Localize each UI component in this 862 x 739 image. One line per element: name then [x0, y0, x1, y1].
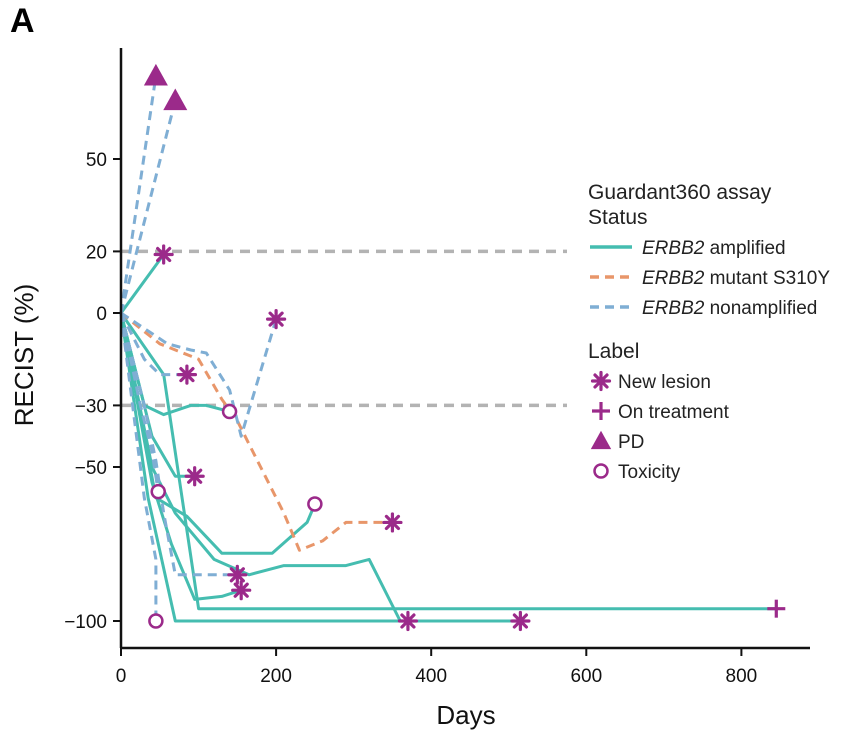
series-markers: [143, 63, 786, 632]
series-marker-5: [231, 580, 252, 601]
legend-label-1: On treatment: [618, 402, 730, 423]
series-line-12: [119, 312, 187, 377]
legend-status-title-2: Status: [588, 206, 648, 229]
legend-status-label-0: ERBB2 amplified: [642, 238, 786, 259]
x-tick-label-0: 0: [116, 666, 127, 687]
y-axis-title: RECIST (%): [9, 284, 39, 427]
legend-marker-2: [590, 430, 612, 450]
legend-status-label-1: ERBB2 mutant S310Y: [642, 268, 830, 289]
series-marker-15: [148, 613, 164, 629]
legend-status-title-1: Guardant360 assay: [588, 181, 772, 204]
series-marker-7: [767, 599, 786, 618]
series-marker-4: [397, 610, 419, 632]
legend-label-0: New lesion: [618, 372, 711, 393]
y-tick-label-5: −100: [64, 612, 107, 633]
legend-marker-1: [592, 402, 610, 420]
series-line-15: [119, 312, 158, 621]
x-tick-label-3: 600: [570, 666, 602, 687]
legend-marker-0: [590, 370, 612, 392]
series-line-7: [119, 312, 777, 611]
series-marker-8: [382, 512, 403, 533]
series-marker-1: [221, 403, 238, 420]
series-line-3: [119, 312, 317, 555]
series-marker-14: [227, 564, 248, 585]
series-line-0: [119, 253, 165, 314]
series-line-8: [120, 311, 393, 552]
x-tick-label-2: 400: [415, 666, 447, 687]
series-line-10: [119, 100, 177, 314]
y-tick-label-4: −50: [75, 458, 107, 479]
legend-status-label-2: ERBB2 nonamplified: [642, 298, 817, 319]
series-marker-12: [176, 364, 198, 385]
series-marker-9: [143, 63, 168, 86]
series-line-11: [120, 311, 278, 438]
x-axis-title: Days: [436, 700, 495, 730]
legend-marker-3: [593, 463, 609, 479]
series-marker-11: [266, 309, 287, 330]
x-tick-label-1: 200: [260, 666, 292, 687]
series-lines: [119, 75, 777, 623]
series-marker-13: [150, 483, 166, 500]
y-tick-label-3: −30: [75, 396, 107, 417]
series-line-13: [119, 312, 160, 492]
y-tick-label-1: 20: [86, 242, 107, 263]
series-line-14: [119, 312, 238, 577]
series-line-6: [119, 312, 521, 623]
series-marker-2: [184, 466, 205, 487]
series-marker-10: [163, 88, 188, 111]
y-tick-label-2: 0: [96, 304, 107, 325]
series-marker-6: [510, 610, 531, 632]
legend-label-title: Label: [588, 340, 639, 363]
y-tick-label-0: 50: [86, 150, 107, 171]
panel-label: A: [10, 2, 35, 40]
x-tick-label-4: 800: [726, 666, 758, 687]
series-marker-3: [307, 496, 323, 512]
legend-label-3: Toxicity: [618, 462, 681, 483]
legend-label-2: PD: [618, 432, 644, 453]
series-marker-0: [153, 244, 174, 265]
series-line-9: [119, 75, 158, 314]
series-line-5: [119, 312, 242, 601]
